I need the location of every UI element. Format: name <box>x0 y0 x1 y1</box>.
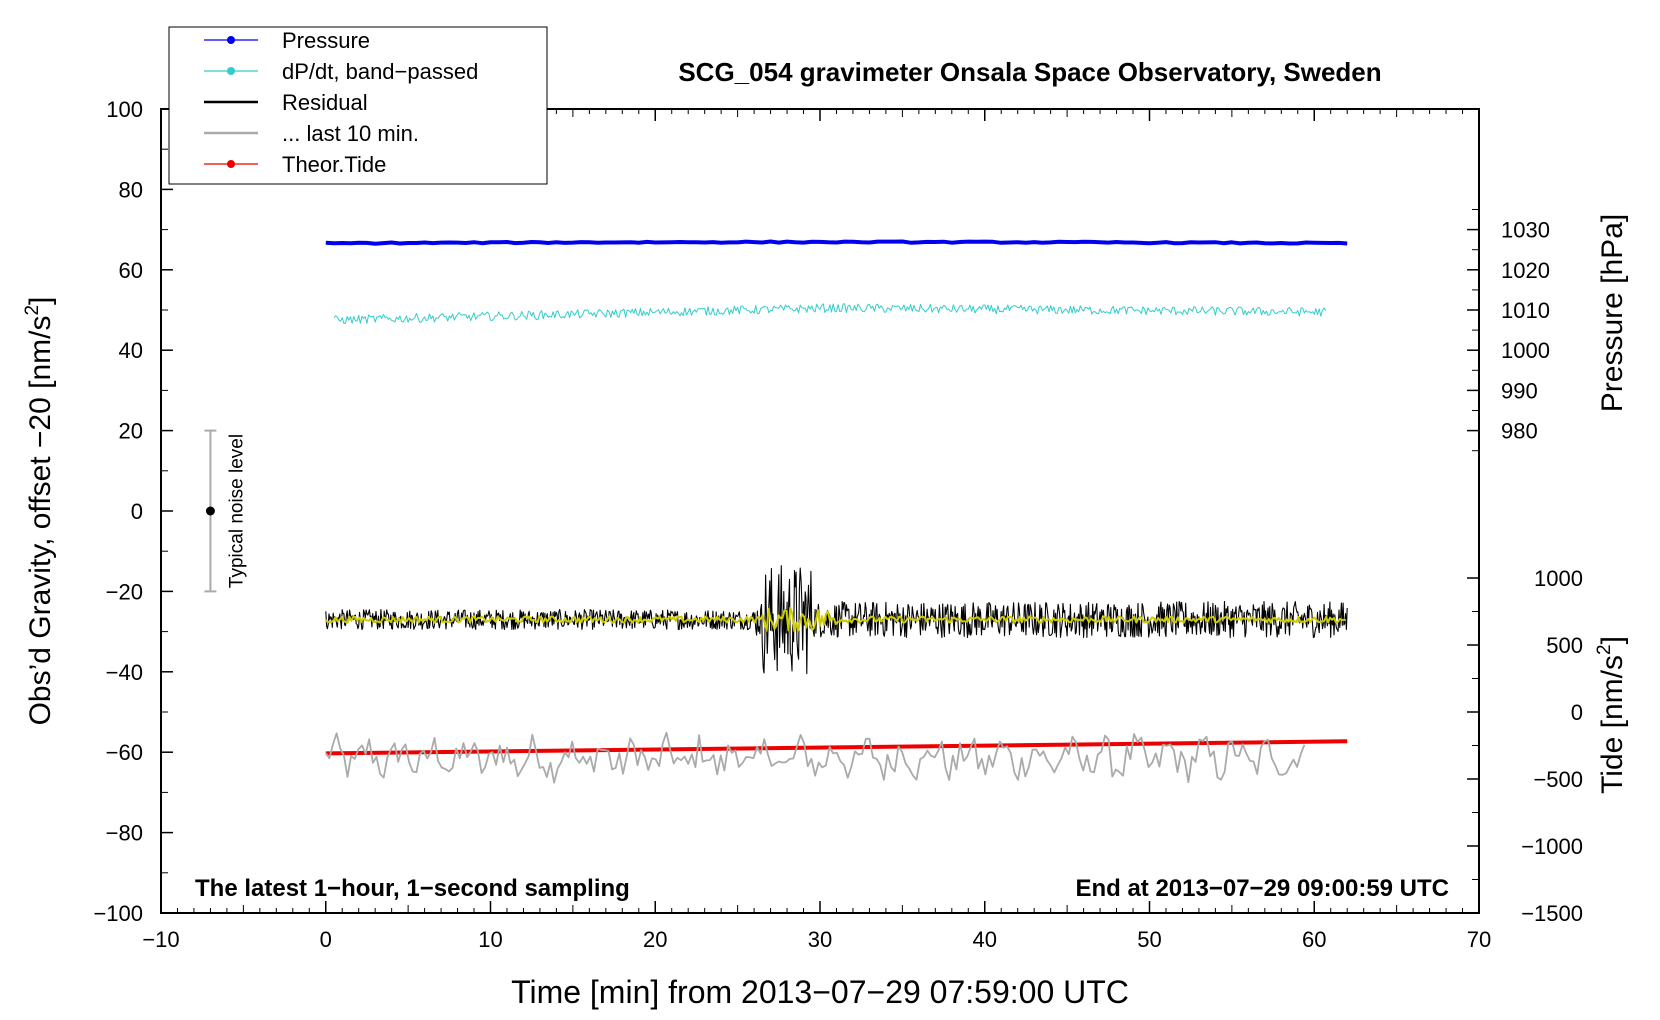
y-axis-label-tide-main: Tide [nm/s <box>1596 655 1629 794</box>
legend-marker <box>227 36 235 44</box>
legend-label: Theor.Tide <box>282 152 386 177</box>
y-tick-label: −20 <box>106 579 143 604</box>
y-tick-label: 0 <box>131 499 143 524</box>
x-tick-label: −10 <box>142 927 179 952</box>
series-dpdt <box>333 303 1327 324</box>
y-tick-label: 40 <box>119 338 143 363</box>
y-tick-label: 60 <box>119 258 143 283</box>
legend-marker <box>227 160 235 168</box>
pressure-tick-label: 990 <box>1501 378 1538 403</box>
x-tick-label: 0 <box>320 927 332 952</box>
y-tick-label: 100 <box>106 97 143 122</box>
axis-ticks: −10 0 10 20 30 40 50 60 70100806040200−20−40−60−… <box>93 97 1583 952</box>
tide-tick-label: 500 <box>1546 633 1583 658</box>
series-last-10-min <box>325 731 1306 784</box>
pressure-tick-label: 1030 <box>1501 218 1550 243</box>
legend: Pressure dP/dt, band−passed Residual ... la… <box>168 26 548 185</box>
series-residual-smoothed <box>325 606 1347 632</box>
x-tick-label: 50 <box>1137 927 1161 952</box>
plot-frame <box>160 108 1480 914</box>
series-residual <box>325 565 1348 675</box>
y-axis-label-pressure: Pressure [hPa] <box>1596 214 1629 412</box>
annotation-sampling: The latest 1−hour, 1−second sampling <box>195 875 630 902</box>
y-tick-label: −80 <box>106 821 143 846</box>
tide-tick-label: −1000 <box>1521 834 1583 859</box>
noise-bar: Typical noise level <box>204 429 247 593</box>
y-axis-label-left-end: ] <box>24 297 57 305</box>
noise-bar-center-dot <box>205 506 215 516</box>
x-tick-label: 60 <box>1302 927 1326 952</box>
y-tick-label: −60 <box>106 740 143 765</box>
series-theor-tide <box>325 739 1348 756</box>
x-axis-label: Time [min] from 2013−07−29 07:59:00 UTC <box>511 974 1129 1010</box>
annotation-end-time: End at 2013−07−29 09:00:59 UTC <box>1075 875 1449 902</box>
chart-title: SCG_054 gravimeter Onsala Space Observat… <box>678 57 1381 87</box>
legend-items: Pressure dP/dt, band−passed Residual ... la… <box>204 28 478 177</box>
y-axis-label-left: Obs’d Gravity, offset −20 [nm/s2] <box>22 297 57 726</box>
legend-label: Residual <box>282 90 368 115</box>
legend-label: dP/dt, band−passed <box>282 59 478 84</box>
legend-label: Pressure <box>282 28 370 53</box>
y-axis-label-tide: Tide [nm/s2] <box>1594 636 1629 794</box>
legend-label: ... last 10 min. <box>282 121 419 146</box>
pressure-tick-label: 1000 <box>1501 338 1550 363</box>
noise-bar-label: Typical noise level <box>226 434 247 588</box>
tide-tick-label: −500 <box>1533 767 1583 792</box>
pressure-tick-label: 1010 <box>1501 298 1550 323</box>
y-axis-label-left-main: Obs’d Gravity, offset −20 [nm/s <box>24 316 57 726</box>
x-tick-label: 10 <box>478 927 502 952</box>
y-tick-label: 80 <box>119 177 143 202</box>
y-tick-label: −100 <box>93 901 143 926</box>
y-axis-label-tide-sup: 2 <box>1594 644 1615 655</box>
pressure-tick-label: 980 <box>1501 419 1538 444</box>
tide-tick-label: 0 <box>1571 700 1583 725</box>
x-tick-label: 30 <box>808 927 832 952</box>
x-tick-label: 70 <box>1467 927 1491 952</box>
y-tick-label: −40 <box>106 660 143 685</box>
x-tick-label: 40 <box>973 927 997 952</box>
x-tick-label: 20 <box>643 927 667 952</box>
y-axis-label-left-sup: 2 <box>22 305 43 316</box>
tide-tick-label: −1500 <box>1521 901 1583 926</box>
legend-marker <box>227 67 235 75</box>
series-pressure <box>325 239 1348 246</box>
tide-tick-label: 1000 <box>1534 566 1583 591</box>
legend-box <box>168 26 548 185</box>
pressure-tick-label: 1020 <box>1501 258 1550 283</box>
y-tick-label: 20 <box>119 419 143 444</box>
y-axis-label-tide-end: ] <box>1596 636 1629 644</box>
series-layer <box>325 239 1348 784</box>
